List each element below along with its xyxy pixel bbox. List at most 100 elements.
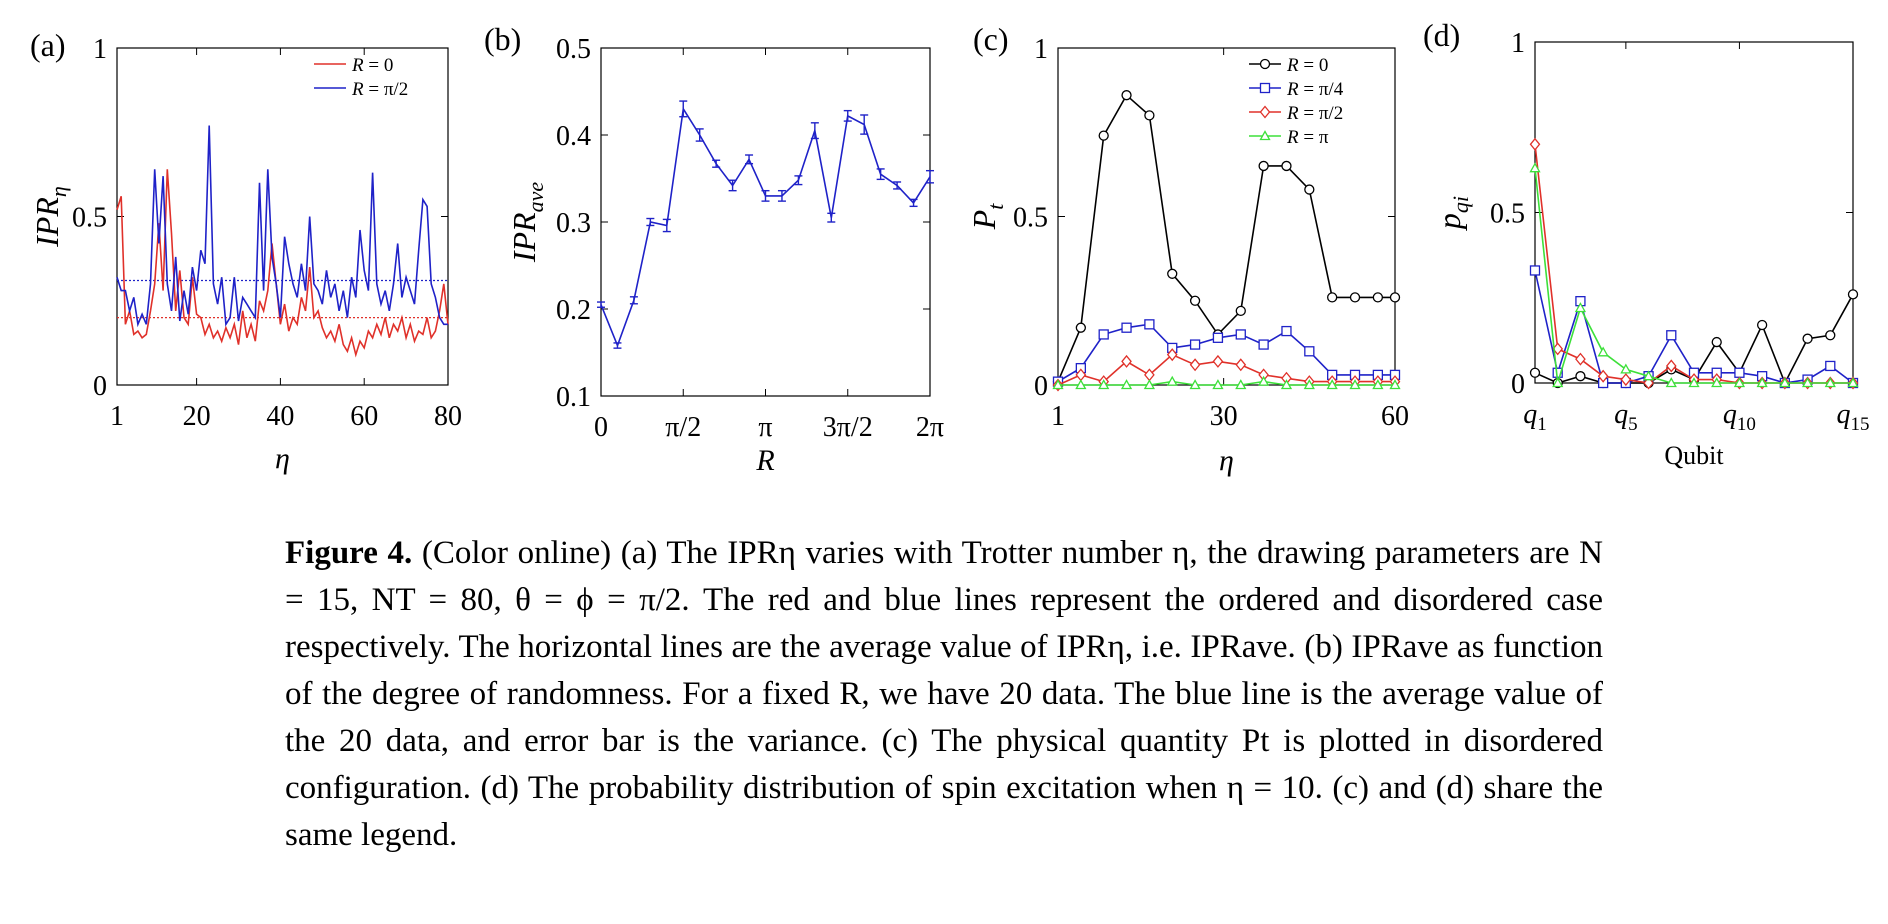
series-line [1057, 353, 1395, 386]
marker-square [1281, 325, 1292, 337]
marker-circle [1144, 110, 1155, 121]
marker-diamond [1665, 359, 1677, 373]
series-line [1534, 144, 1853, 384]
marker-triangle [1052, 379, 1064, 390]
marker-triangle [1779, 377, 1791, 388]
x-axis-label: η [275, 442, 290, 475]
marker-triangle [1824, 377, 1836, 388]
marker-circle [1167, 268, 1178, 279]
marker-triangle [1552, 377, 1564, 388]
axes-frame [1534, 41, 1854, 384]
figure-4: (a) 0 0.5 1 1 20 40 60 80 η IPRη R = 0 R = π/2 (b) 0.… [29, 17, 1870, 477]
y-tick-label: 1 [1511, 28, 1525, 59]
marker-triangle [1235, 379, 1247, 390]
series-line [600, 106, 931, 348]
legend-entry: R = π/4 [1286, 79, 1344, 100]
panel-label: (a) [30, 27, 66, 63]
marker-diamond [1212, 354, 1224, 368]
marker-circle [1189, 295, 1201, 306]
marker-triangle [1711, 377, 1723, 388]
marker-triangle [1529, 162, 1541, 173]
marker-triangle [1166, 375, 1178, 386]
marker-triangle [1120, 379, 1133, 390]
marker-triangle [1143, 379, 1156, 390]
marker-diamond [1529, 137, 1541, 151]
y-tick-label: 1 [93, 34, 107, 65]
marker-triangle [1280, 379, 1293, 390]
x-axis-label: Qubit [1664, 441, 1724, 470]
marker-triangle [1075, 379, 1087, 390]
marker-circle [1304, 184, 1315, 195]
marker-circle [1802, 333, 1813, 344]
caption-text: (Color online) (a) The IPRη varies with … [285, 535, 1603, 853]
x-tick-label: q15 [1837, 399, 1870, 435]
series-line [1057, 93, 1395, 382]
marker-triangle [1372, 379, 1384, 390]
marker-circle [1529, 367, 1541, 378]
marker-triangle [1620, 363, 1632, 374]
marker-square [1212, 332, 1224, 343]
y-tick-label: 0.5 [72, 203, 107, 234]
marker-square [1121, 322, 1132, 333]
y-axis-label: IPRave [506, 182, 548, 264]
marker-square [1529, 265, 1541, 276]
marker-circle [1372, 292, 1384, 303]
panel-label: (b) [484, 21, 521, 57]
x-tick-label: 60 [1381, 401, 1409, 432]
marker-circle [1235, 305, 1246, 317]
marker-triangle [1389, 379, 1401, 390]
y-axis-label: IPRη [29, 186, 71, 248]
series-line [116, 125, 448, 328]
legend-entry: R = π/2 [351, 79, 408, 100]
marker-circle [1121, 90, 1132, 101]
series-line [1058, 380, 1395, 386]
marker-triangle [1349, 379, 1361, 390]
marker-square [1666, 330, 1677, 341]
marker-circle [1258, 160, 1269, 172]
x-tick-label: π/2 [665, 412, 701, 443]
marker-triangle [1847, 377, 1859, 388]
marker-square [1189, 339, 1201, 350]
x-tick-label: 80 [434, 401, 462, 432]
panel-a: (a) 0 0.5 1 1 20 40 60 80 η IPRη R = 0 R = π/2 [29, 27, 462, 475]
x-tick-label: q10 [1723, 399, 1756, 435]
marker-circle [1847, 289, 1859, 300]
marker-square [1734, 367, 1745, 378]
marker-triangle [1733, 377, 1746, 388]
marker-diamond [1552, 342, 1564, 356]
marker-square [1304, 346, 1315, 357]
marker-triangle [1259, 130, 1271, 141]
x-axis-label: R [755, 444, 774, 477]
marker-circle [1259, 58, 1271, 70]
marker-triangle [1801, 377, 1814, 388]
marker-circle [1349, 292, 1361, 303]
marker-diamond [1620, 373, 1632, 387]
x-tick-label: 20 [183, 401, 211, 432]
marker-triangle [1212, 379, 1224, 390]
legend-entry: R = π [1286, 127, 1329, 148]
y-tick-label: 0.3 [556, 208, 591, 239]
marker-circle [1825, 330, 1836, 341]
x-axis-label: η [1219, 444, 1234, 477]
marker-triangle [1574, 302, 1587, 313]
x-tick-label: π [758, 412, 772, 443]
y-tick-label: 0.1 [556, 382, 591, 413]
series-line [1057, 323, 1395, 383]
marker-diamond [1121, 354, 1132, 368]
panel-label: (c) [973, 21, 1009, 57]
marker-square [1144, 319, 1155, 330]
y-tick-label: 1 [1034, 34, 1048, 65]
marker-square [1235, 329, 1246, 340]
marker-triangle [1189, 379, 1201, 390]
panel-b: (b) 0.1 0.2 0.3 0.4 0.5 0 π/2 π 3π/2 2π R IPRave [484, 21, 944, 477]
series-line [116, 169, 449, 358]
y-axis-label: Pt [966, 203, 1008, 231]
x-tick-label: 60 [350, 401, 378, 432]
figure-caption: Figure 4. (Color online) (a) The IPRη va… [285, 530, 1603, 859]
marker-diamond [1189, 358, 1201, 372]
caption-label: Figure 4. [285, 535, 413, 571]
marker-circle [1575, 371, 1586, 382]
marker-diamond [1575, 352, 1586, 366]
marker-square [1825, 360, 1836, 372]
marker-triangle [1326, 379, 1338, 390]
